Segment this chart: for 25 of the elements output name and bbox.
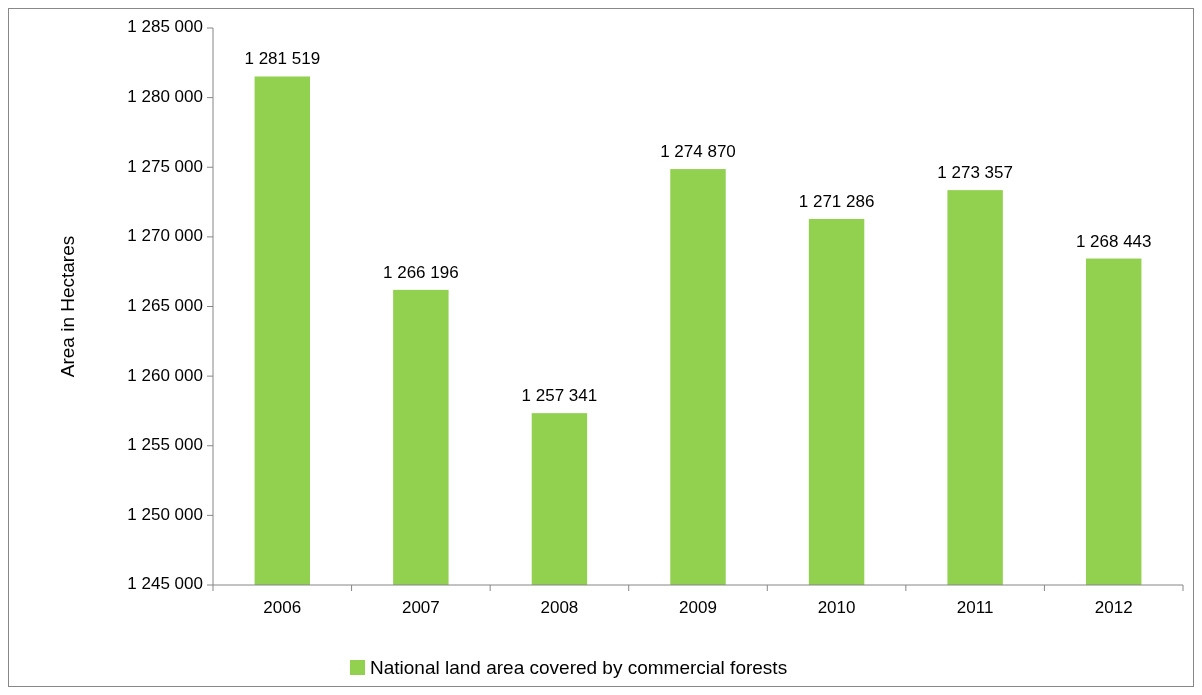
y-tick-label: 1 275 000: [127, 156, 203, 176]
y-tick-label: 1 255 000: [127, 435, 203, 455]
data-label: 1 271 286: [798, 191, 875, 211]
y-tick-label: 1 270 000: [127, 226, 203, 246]
data-label: 1 274 870: [660, 142, 736, 162]
data-label: 1 257 341: [521, 386, 598, 406]
x-tick-label: 2008: [540, 598, 579, 617]
data-label: 1 268 443: [1075, 231, 1152, 251]
y-tick-label: 1 260 000: [127, 365, 203, 385]
y-tick-label: 1 285 000: [127, 17, 203, 37]
x-tick-label: 2006: [263, 598, 302, 617]
y-tick-label: 1 250 000: [127, 504, 203, 524]
data-label: 1 281 519: [244, 49, 321, 69]
x-tick-label: 2009: [679, 598, 717, 617]
legend-label: National land area covered by commercial forests: [370, 657, 788, 679]
y-tick-label: 1 280 000: [127, 87, 203, 107]
y-tick-label: 1 265 000: [127, 295, 203, 315]
x-tick-label: 2012: [1094, 598, 1133, 617]
x-tick-label: 2010: [817, 598, 856, 617]
data-label: 1 266 196: [383, 262, 459, 282]
y-tick-label: 1 245 000: [127, 574, 203, 594]
data-label: 1 273 357: [937, 163, 1013, 183]
x-tick-label: 2011: [956, 598, 994, 617]
y-axis-title: Area in Hectares: [57, 235, 78, 378]
x-tick-label: 2007: [401, 598, 440, 617]
